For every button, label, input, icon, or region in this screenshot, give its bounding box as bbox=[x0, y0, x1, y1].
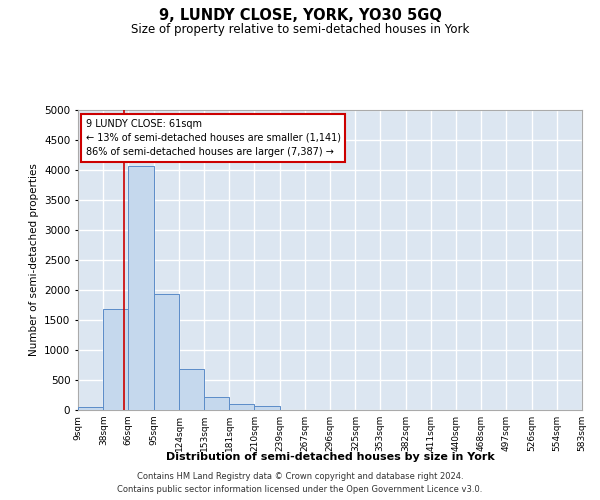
Text: Contains HM Land Registry data © Crown copyright and database right 2024.
Contai: Contains HM Land Registry data © Crown c… bbox=[118, 472, 482, 494]
Y-axis label: Number of semi-detached properties: Number of semi-detached properties bbox=[29, 164, 38, 356]
Text: Distribution of semi-detached houses by size in York: Distribution of semi-detached houses by … bbox=[166, 452, 494, 462]
Bar bbox=[254, 406, 280, 410]
Text: 9, LUNDY CLOSE, YORK, YO30 5GQ: 9, LUNDY CLOSE, YORK, YO30 5GQ bbox=[158, 8, 442, 22]
Bar bbox=[229, 404, 254, 410]
Bar bbox=[205, 397, 229, 410]
Text: 9 LUNDY CLOSE: 61sqm
← 13% of semi-detached houses are smaller (1,141)
86% of se: 9 LUNDY CLOSE: 61sqm ← 13% of semi-detac… bbox=[86, 119, 341, 157]
Bar bbox=[179, 369, 205, 410]
Bar bbox=[103, 309, 128, 410]
Bar bbox=[78, 407, 103, 410]
Bar bbox=[154, 294, 179, 410]
Bar bbox=[128, 166, 154, 410]
Text: Size of property relative to semi-detached houses in York: Size of property relative to semi-detach… bbox=[131, 22, 469, 36]
